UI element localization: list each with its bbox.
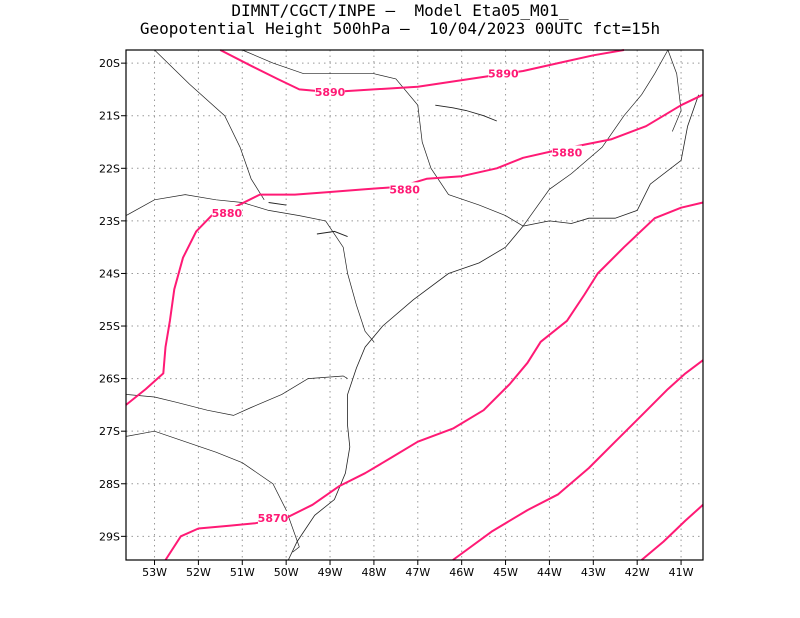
state-border <box>125 375 348 416</box>
x-tick-label: 42W <box>625 566 650 579</box>
contour-label: 5880 <box>389 183 420 196</box>
coastline <box>287 94 699 561</box>
state-border <box>242 49 524 227</box>
x-tick-label: 51W <box>230 566 255 579</box>
height-contours: 5890 5890 5880 5880 5880 5870 <box>125 49 704 561</box>
contour-label: 5880 <box>212 207 243 220</box>
x-tick-label: 45W <box>493 566 518 579</box>
contour-label-background <box>551 145 582 159</box>
contour-line <box>640 504 704 561</box>
geography-lines <box>125 49 699 561</box>
reservoir-outline <box>316 230 348 238</box>
reservoir-outline <box>268 202 287 206</box>
contour-line-5890 <box>219 49 625 94</box>
state-border <box>125 194 375 343</box>
x-tick-label: 41W <box>669 566 694 579</box>
state-border <box>667 49 682 132</box>
y-tick-label: 25S <box>99 320 120 333</box>
axis-ticks: 53W 52W 51W 50W 49W 48W 47W 46W 45W 44W 43W 42W 41W 2… <box>99 57 694 579</box>
contour-label: 5890 <box>488 68 519 81</box>
x-tick-label: 44W <box>537 566 562 579</box>
x-tick-label: 53W <box>142 566 167 579</box>
contour-line <box>452 359 704 561</box>
plot-frame <box>125 49 704 561</box>
chart-title: DIMNT/CGCT/INPE — Model Eta05_M01_ Geopot… <box>0 2 800 38</box>
x-tick-label: 50W <box>274 566 299 579</box>
contour-label-background <box>389 182 420 196</box>
y-tick-label: 20S <box>99 57 120 70</box>
x-tick-label: 46W <box>449 566 474 579</box>
y-tick-label: 24S <box>99 267 120 280</box>
y-tick-label: 26S <box>99 373 120 386</box>
y-tick-label: 22S <box>99 162 120 175</box>
state-border <box>522 49 669 227</box>
contour-label: 5870 <box>258 512 289 525</box>
y-tick-label: 29S <box>99 530 120 543</box>
contour-label: 5880 <box>552 147 583 160</box>
y-tick-label: 21S <box>99 110 120 123</box>
y-tick-label: 28S <box>99 478 120 491</box>
contour-label-background <box>257 510 288 524</box>
contour-label-background <box>315 85 346 99</box>
contour-label: 5890 <box>315 86 346 99</box>
reservoir-outline <box>435 104 497 122</box>
x-tick-label: 52W <box>186 566 211 579</box>
contour-label-background <box>211 205 242 219</box>
contour-label-background <box>488 66 519 80</box>
state-border <box>154 49 265 200</box>
title-line-2: Geopotential Height 500hPa — 10/04/2023 … <box>139 19 661 38</box>
title-line-1: DIMNT/CGCT/INPE — Model Eta05_M01_ <box>231 1 569 20</box>
x-tick-label: 49W <box>318 566 343 579</box>
grid-lines <box>126 50 703 560</box>
x-tick-label: 48W <box>361 566 386 579</box>
contour-line-5870 <box>164 201 704 561</box>
y-tick-label: 27S <box>99 425 120 438</box>
x-tick-label: 43W <box>581 566 606 579</box>
y-tick-label: 23S <box>99 215 120 228</box>
x-tick-label: 47W <box>405 566 430 579</box>
state-border <box>125 430 300 553</box>
contour-line-5880 <box>125 93 704 406</box>
